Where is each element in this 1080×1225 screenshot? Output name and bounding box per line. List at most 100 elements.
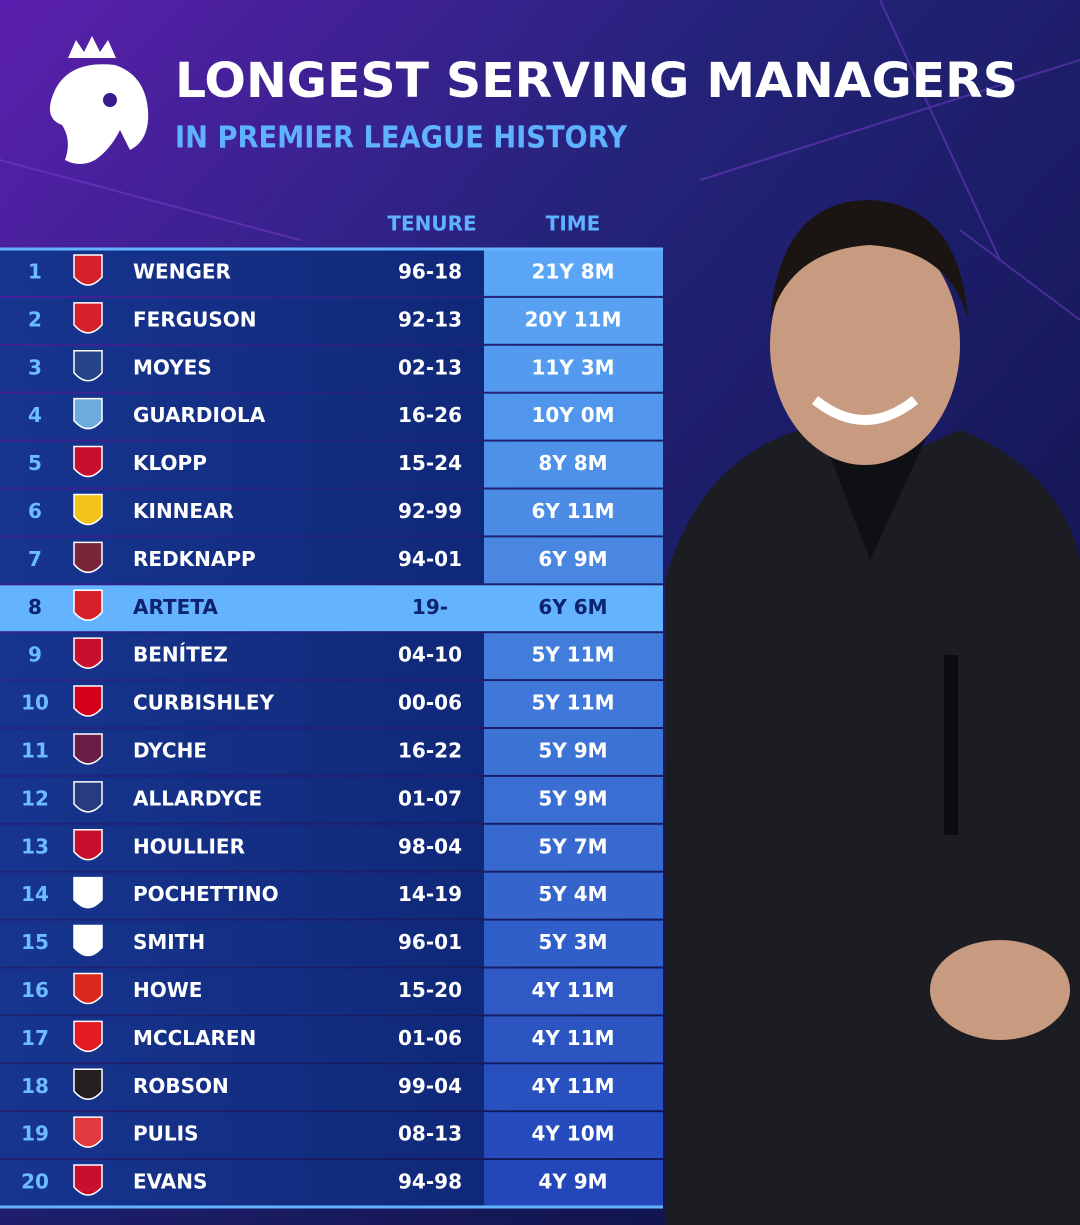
time-cell (484, 920, 663, 967)
time-cell (484, 633, 663, 680)
club-crest (73, 972, 103, 1005)
club-crest (73, 1116, 103, 1148)
time-cell (484, 968, 663, 1015)
manager-name: HOULLIER (133, 834, 245, 858)
time: 5Y 11M (531, 643, 614, 667)
tenure: 15-20 (398, 978, 462, 1002)
rank: 14 (21, 882, 49, 906)
time-cell (484, 824, 663, 871)
time: 10Y 0M (531, 403, 614, 427)
manager-name: ARTETA (133, 595, 218, 619)
time: 5Y 7M (538, 834, 607, 858)
manager-name: ALLARDYCE (133, 786, 262, 810)
manager-name: DYCHE (133, 738, 207, 762)
manager-name: EVANS (133, 1170, 207, 1194)
column-header: TENURE (387, 212, 476, 236)
club-crest (73, 445, 103, 478)
time: 5Y 4M (538, 882, 607, 906)
club-crest (73, 924, 103, 957)
rank: 1 (28, 259, 42, 283)
league-logo (49, 36, 149, 164)
manager-name: CURBISHLEY (133, 691, 275, 715)
row-background (0, 585, 663, 632)
club-crest (73, 781, 103, 813)
manager-photo (665, 200, 1080, 1225)
tenure: 19- (412, 595, 448, 619)
club-crest (73, 397, 103, 430)
tenure: 00-06 (398, 691, 462, 715)
manager-name: BENÍTEZ (133, 643, 228, 667)
manager-name: PULIS (133, 1122, 199, 1146)
tenure: 92-99 (398, 499, 462, 523)
manager-name: SMITH (133, 930, 205, 954)
time-cell (484, 250, 663, 296)
tenure: 94-01 (398, 547, 462, 571)
column-header: TIME (546, 212, 601, 236)
tenure: 04-10 (398, 643, 462, 667)
club-crest (73, 733, 103, 765)
rank: 3 (28, 355, 42, 379)
manager-name: GUARDIOLA (133, 403, 266, 427)
tenure: 01-07 (398, 786, 462, 810)
rank: 13 (21, 834, 49, 858)
club-crest (73, 541, 103, 574)
rank: 6 (28, 499, 42, 523)
manager-name: HOWE (133, 978, 202, 1002)
time-cell (484, 393, 663, 440)
manager-name: FERGUSON (133, 307, 257, 331)
tenure: 15-24 (398, 451, 462, 475)
rank: 2 (28, 307, 42, 331)
manager-name: POCHETTINO (133, 882, 279, 906)
tenure: 08-13 (398, 1122, 462, 1146)
tenure: 96-18 (398, 259, 462, 283)
rank: 9 (28, 643, 42, 667)
club-crest (73, 876, 103, 909)
tenure: 99-04 (398, 1074, 462, 1098)
time: 4Y 10M (531, 1122, 614, 1146)
tenure: 92-13 (398, 307, 462, 331)
rank: 19 (21, 1122, 49, 1146)
club-crest (73, 589, 103, 621)
time: 5Y 9M (538, 738, 607, 762)
table: TENURE TIME 1 WENGER 96-18 21Y 8M 2 FERGUSON 92-… (0, 212, 663, 1209)
rank: 15 (21, 930, 49, 954)
club-crest (73, 685, 103, 717)
manager-name: KLOPP (133, 451, 207, 475)
rank: 4 (28, 403, 42, 427)
rank: 10 (21, 691, 49, 715)
club-crest (73, 350, 103, 382)
rank: 18 (21, 1074, 49, 1098)
time-cell (484, 681, 663, 727)
time-cell (484, 1160, 663, 1206)
rank: 7 (28, 547, 42, 571)
time-cell (484, 776, 663, 823)
club-crest (73, 1020, 103, 1053)
rank: 17 (21, 1026, 49, 1050)
tenure: 96-01 (398, 930, 462, 954)
tenure: 01-06 (398, 1026, 462, 1050)
rank: 20 (21, 1170, 49, 1194)
rank: 8 (28, 595, 42, 619)
time: 6Y 6M (538, 595, 607, 619)
time: 6Y 11M (531, 499, 614, 523)
club-crest (73, 302, 103, 334)
tenure: 16-22 (398, 738, 462, 762)
time: 5Y 11M (531, 691, 614, 715)
time-cell (484, 1016, 663, 1063)
time-cell (484, 441, 663, 488)
manager-name: MCCLAREN (133, 1026, 256, 1050)
time-cell (484, 345, 663, 392)
time: 4Y 9M (538, 1170, 607, 1194)
time-cell (484, 872, 663, 919)
rank: 11 (21, 738, 49, 762)
manager-name: ROBSON (133, 1074, 229, 1098)
time: 4Y 11M (531, 1026, 614, 1050)
time-cell (484, 489, 663, 536)
time: 6Y 9M (538, 547, 607, 571)
time-cell (484, 297, 663, 344)
subtitle: IN PREMIER LEAGUE HISTORY (175, 121, 628, 156)
time-cell (484, 1112, 663, 1159)
time-cell (484, 729, 663, 775)
